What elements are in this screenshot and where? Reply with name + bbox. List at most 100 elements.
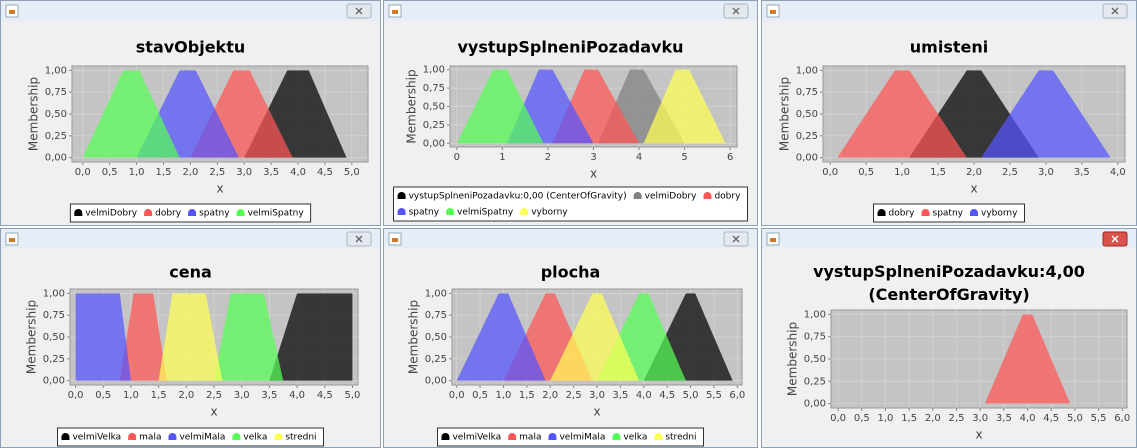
legend-item: stredni: [274, 433, 317, 443]
y-tick-label: 0,25: [45, 131, 67, 142]
legend-item: mala: [128, 433, 161, 443]
legend-item: velmiVelka: [441, 433, 501, 443]
legend-item: dobry: [703, 192, 741, 202]
x-tick-label: 4,5: [659, 390, 675, 401]
legend-label: vyborny: [531, 208, 568, 218]
y-tick-label: 0,00: [45, 153, 67, 164]
x-tick-label: 4,5: [1043, 413, 1059, 424]
java-icon: [766, 4, 780, 18]
y-axis-label: Membership: [405, 69, 419, 143]
y-axis-label: Membership: [407, 300, 421, 374]
x-tick-label: 1,0: [894, 167, 910, 178]
legend-marker: [74, 209, 83, 216]
legend-marker: [548, 433, 557, 440]
membership-area: [119, 293, 167, 381]
y-tick-label: 0,00: [425, 376, 447, 387]
x-tick-label: 3,0: [589, 390, 605, 401]
x-tick-label: 3,5: [612, 390, 628, 401]
x-tick-label: 4,5: [317, 390, 333, 401]
close-button[interactable]: [723, 231, 749, 247]
y-tick-label: 0,50: [796, 109, 818, 120]
legend-marker: [397, 192, 406, 199]
x-tick-label: 4,5: [317, 167, 333, 178]
y-axis-label: Membership: [25, 300, 39, 374]
legend-item: spatny: [188, 209, 230, 219]
x-tick-label: 2,0: [182, 167, 198, 178]
membership-area: [981, 70, 1111, 158]
x-tick-label: 0,5: [854, 413, 870, 424]
close-icon[interactable]: [732, 7, 740, 15]
legend-item: velka: [232, 433, 267, 443]
window-titlebar: [1, 229, 380, 249]
x-axis-label: x: [210, 405, 217, 419]
legend-marker: [612, 433, 621, 440]
close-button[interactable]: [346, 231, 372, 247]
x-tick-label: 0,5: [102, 167, 118, 178]
java-icon: [5, 4, 19, 18]
x-tick-label: 6,0: [1114, 413, 1130, 424]
chart-title: plocha: [541, 263, 601, 282]
x-tick-label: 2: [545, 152, 551, 163]
legend-marker: [128, 433, 137, 440]
close-icon[interactable]: [1111, 7, 1119, 15]
icon-cup: [392, 238, 398, 242]
y-tick-label: 0,75: [43, 310, 65, 321]
x-tick-label: 3,5: [261, 390, 277, 401]
legend-label: stredni: [285, 433, 316, 443]
legend-label: mala: [139, 433, 161, 443]
legend-box: [437, 427, 704, 447]
y-tick-label: 0,50: [423, 102, 445, 113]
close-icon[interactable]: [732, 235, 740, 243]
y-tick-label: 0,75: [804, 332, 826, 343]
legend-marker: [703, 192, 712, 199]
close-icon[interactable]: [355, 7, 363, 15]
legend-marker: [633, 192, 642, 199]
icon-cup: [770, 10, 776, 14]
legend: velmiVelka mala velmiMala velka stredni: [437, 427, 704, 447]
legend-item: spatny: [921, 209, 964, 219]
legend-item: velmiMala: [548, 433, 605, 443]
y-tick-label: 0,00: [804, 399, 826, 410]
legend-box: [393, 186, 748, 222]
legend-item: dobry: [144, 209, 182, 219]
x-tick-label: 0,0: [68, 390, 84, 401]
window-titlebar: [1, 1, 380, 21]
y-tick-label: 1,00: [43, 288, 65, 299]
x-tick-label: 1,5: [930, 167, 946, 178]
x-tick-label: 0,0: [75, 167, 91, 178]
x-tick-label: 4,0: [289, 390, 305, 401]
icon-cup: [392, 10, 398, 14]
legend-label: stredni: [665, 433, 696, 443]
x-tick-label: 3,5: [996, 413, 1012, 424]
x-tick-label: 5,0: [683, 390, 699, 401]
legend-item: velmiSpatny: [446, 208, 514, 218]
x-tick-label: 0,5: [472, 390, 488, 401]
close-button[interactable]: [1102, 231, 1128, 247]
x-tick-label: 3,0: [1038, 167, 1054, 178]
legend-label: velmiSpatny: [248, 209, 305, 219]
legend-item: stredni: [654, 433, 697, 443]
legend-label: velmiMala: [179, 433, 225, 443]
x-tick-label: 2,5: [1002, 167, 1018, 178]
x-tick-label: 3,5: [1074, 167, 1090, 178]
y-tick-label: 0,00: [423, 138, 445, 149]
legend-label: velka: [623, 433, 647, 443]
membership-area: [643, 69, 726, 144]
x-tick-label: 5,5: [1091, 413, 1107, 424]
membership-area: [269, 293, 353, 381]
close-button[interactable]: [346, 3, 372, 19]
x-tick-label: 6,0: [729, 390, 745, 401]
close-icon[interactable]: [355, 235, 363, 243]
legend-marker: [188, 209, 197, 216]
close-button[interactable]: [723, 3, 749, 19]
close-icon[interactable]: [1111, 235, 1119, 243]
legend: velmiVelka mala velmiMala velka stredni: [57, 427, 324, 447]
legend-marker: [441, 433, 450, 440]
chart-title: cena: [169, 263, 212, 282]
close-button[interactable]: [1102, 3, 1128, 19]
x-tick-label: 1,5: [156, 167, 172, 178]
x-tick-label: 2,0: [925, 413, 941, 424]
y-tick-label: 0,25: [425, 354, 447, 365]
legend-label: velmiSpatny: [457, 208, 514, 218]
